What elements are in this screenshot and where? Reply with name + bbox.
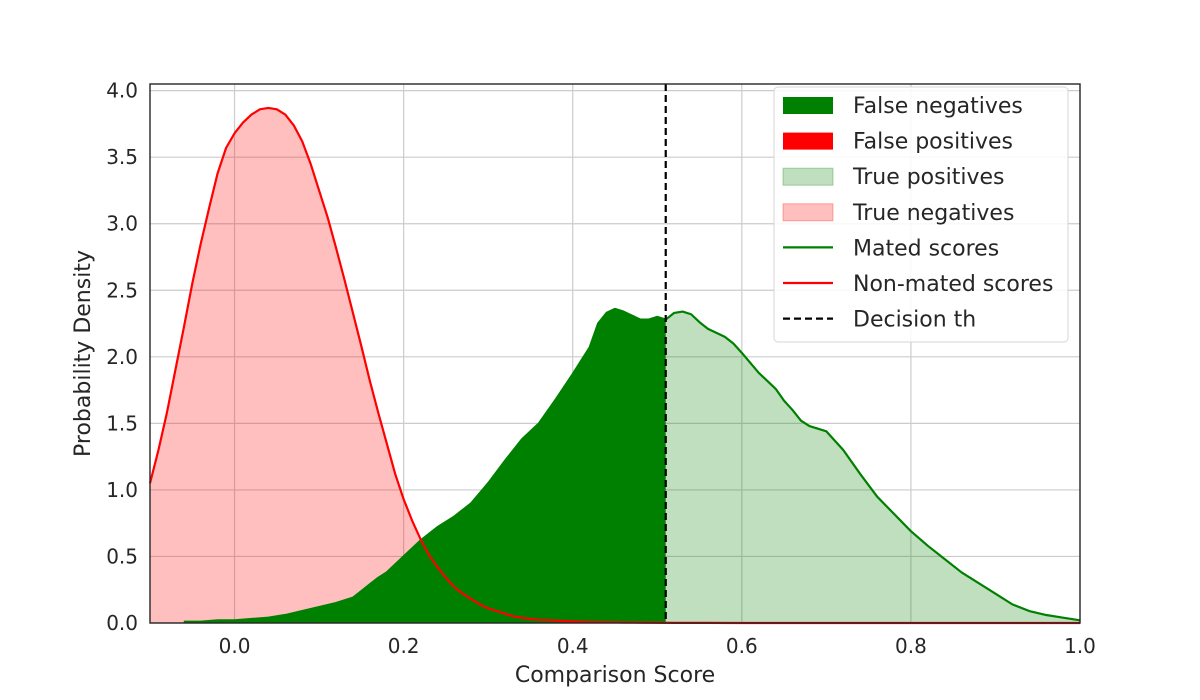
y-tick-label: 1.5: [106, 411, 138, 435]
y-tick-label: 0.5: [106, 544, 138, 568]
mated-scores-line: [183, 307, 1081, 623]
y-tick-label: 2.0: [106, 345, 138, 369]
x-tick-label: 0.2: [388, 634, 420, 658]
plot-frame: [149, 83, 1081, 624]
y-tick-label: 0.0: [106, 611, 138, 635]
legend-label-false-negatives: False negatives: [853, 94, 1023, 119]
legend-label-decision-th: Decision th: [853, 308, 976, 333]
x-tick-label: 1.0: [1064, 634, 1096, 658]
legend-label-mated-scores: Mated scores: [853, 236, 999, 261]
y-tick-label: 2.5: [106, 278, 138, 302]
x-tick-label: 0.0: [219, 634, 251, 658]
y-axis-label: Probability Density: [71, 250, 96, 457]
legend-swatch-true-positives: [782, 167, 834, 186]
legend-box: [773, 86, 1069, 343]
legend-label-true-negatives: True negatives: [852, 201, 1014, 226]
x-tick-label: 0.4: [557, 634, 589, 658]
x-axis-label: Comparison Score: [515, 663, 715, 688]
legend-swatch-true-negatives: [782, 203, 834, 222]
legend-swatch-false-positives: [783, 132, 833, 150]
axis-ticks: 0.0 0.2 0.4 0.6 0.8 1.0 0.0 0.5 1.0 1.5 2.0 2.5 3.0 3…: [106, 79, 1096, 658]
legend: False negatives False positives True posit…: [773, 86, 1069, 343]
non-mated-scores-line: [148, 106, 1080, 625]
true-negatives-area: [150, 107, 666, 623]
x-tick-label: 0.8: [895, 634, 927, 658]
y-tick-label: 3.5: [106, 145, 138, 169]
legend-swatch-false-negatives: [783, 97, 833, 114]
x-tick-label: 0.6: [726, 634, 758, 658]
legend-label-false-positives: False positives: [853, 130, 1013, 155]
legend-label-true-positives: True positives: [852, 165, 1004, 190]
true-positives-area: [665, 311, 1080, 623]
density-lines: [148, 84, 1081, 625]
legend-label-non-mated-scores: Non-mated scores: [853, 272, 1053, 297]
false-negatives-area: [183, 308, 666, 623]
y-tick-label: 1.0: [106, 478, 138, 502]
y-tick-label: 3.0: [106, 212, 138, 236]
axes-frame: [149, 83, 1081, 624]
y-tick-label: 4.0: [106, 79, 138, 103]
